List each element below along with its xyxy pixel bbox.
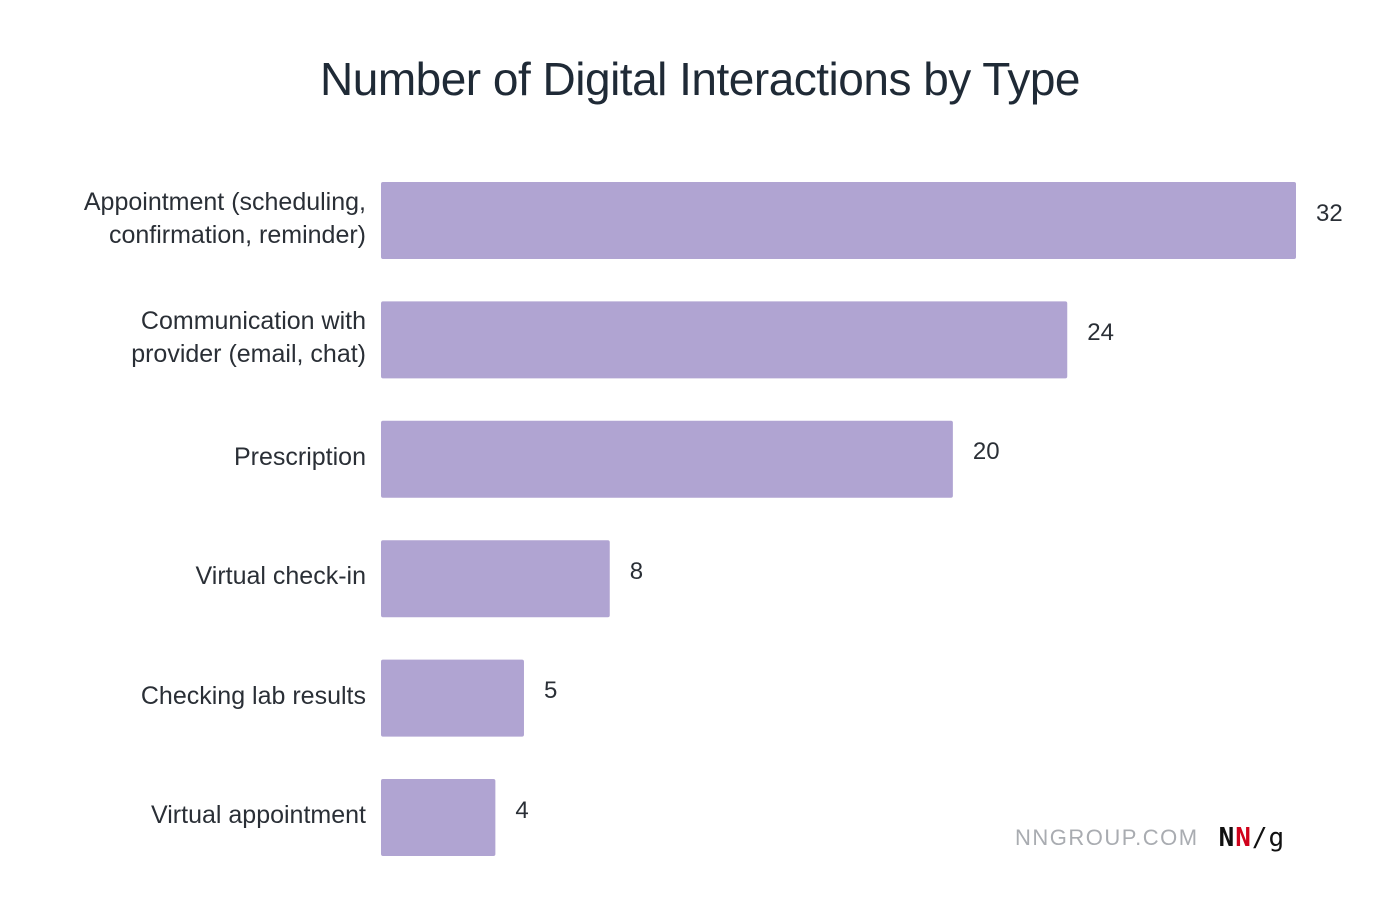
bar bbox=[381, 301, 1068, 379]
category-label: Virtual appointment bbox=[151, 801, 366, 829]
bar bbox=[381, 182, 1296, 259]
bar bbox=[381, 540, 610, 618]
value-label: 20 bbox=[972, 438, 1000, 466]
category-label: Appointment (scheduling, confirmation, r… bbox=[83, 187, 366, 249]
value-label: 5 bbox=[543, 677, 558, 705]
category-label: Communication with provider (email, chat… bbox=[131, 306, 366, 368]
category-label: Virtual check-in bbox=[195, 562, 366, 591]
value-label: 24 bbox=[1087, 318, 1114, 346]
nngroup-logo: NN/g bbox=[1219, 823, 1286, 853]
bar bbox=[381, 779, 496, 856]
chart-title: Number of Digital Interactions by Type bbox=[320, 53, 1080, 105]
bar bbox=[381, 420, 953, 498]
bar bbox=[381, 659, 524, 737]
value-label: 32 bbox=[1316, 199, 1343, 227]
footer-brand: NNGROUP.COM NN/g bbox=[1015, 823, 1285, 853]
logo-letter-n-red: N bbox=[1235, 823, 1252, 853]
value-label: 8 bbox=[629, 557, 644, 585]
footer-site-text: NNGROUP.COM bbox=[1015, 825, 1199, 850]
category-label: Checking lab results bbox=[140, 681, 366, 710]
logo-slash-g: /g bbox=[1251, 823, 1286, 853]
category-label: Prescription bbox=[234, 442, 366, 471]
value-label: 4 bbox=[515, 796, 529, 824]
logo-letter-n-black: N bbox=[1218, 823, 1236, 853]
